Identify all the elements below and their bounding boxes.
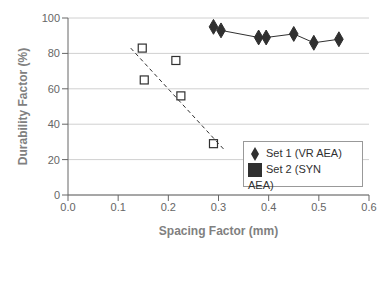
svg-text:0.6: 0.6 bbox=[361, 201, 376, 213]
svg-text:100: 100 bbox=[42, 12, 60, 24]
svg-text:60: 60 bbox=[48, 83, 60, 95]
svg-text:0.5: 0.5 bbox=[311, 201, 326, 213]
svg-text:0.1: 0.1 bbox=[111, 201, 126, 213]
svg-text:Durability Factor (%): Durability Factor (%) bbox=[16, 48, 30, 165]
svg-text:80: 80 bbox=[48, 47, 60, 59]
svg-text:0: 0 bbox=[54, 189, 60, 201]
html-text:Set 1 (VR AEA): Set 1 (VR AEA) bbox=[266, 146, 342, 159]
svg-text:40: 40 bbox=[48, 118, 60, 130]
svg-text:0.4: 0.4 bbox=[261, 201, 276, 213]
svg-text:0.3: 0.3 bbox=[211, 201, 226, 213]
svg-text:0.0: 0.0 bbox=[60, 201, 75, 213]
html-text:Set 2 (SYN AEA): Set 2 (SYN AEA) bbox=[248, 162, 321, 191]
svg-text:20: 20 bbox=[48, 154, 60, 166]
svg-text:Spacing Factor (mm): Spacing Factor (mm) bbox=[159, 224, 278, 238]
svg-text:0.2: 0.2 bbox=[161, 201, 176, 213]
